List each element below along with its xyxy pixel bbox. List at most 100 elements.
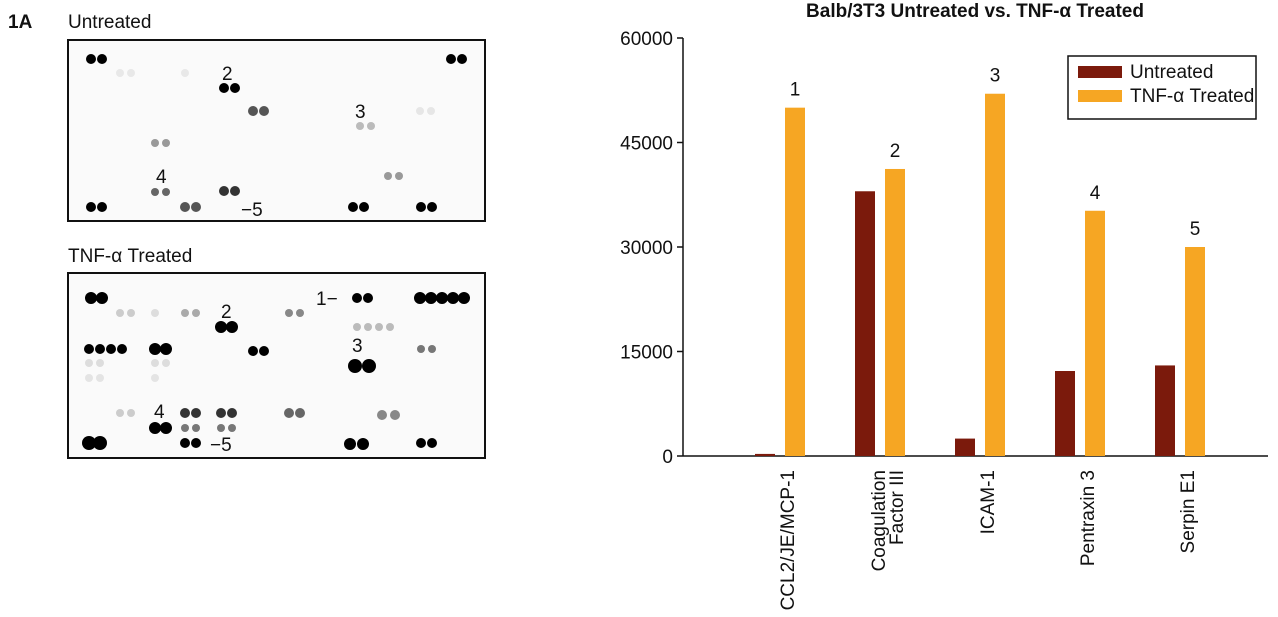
- blot-spot: [359, 202, 369, 212]
- blot-marker: 3: [352, 336, 363, 357]
- blot-spot: [116, 69, 124, 77]
- bar: [985, 94, 1005, 456]
- blot-spot: [151, 374, 159, 382]
- blot-spot: [86, 54, 96, 64]
- blot-spot: [191, 408, 201, 418]
- blot-spot: [414, 292, 426, 304]
- blot-spot: [84, 344, 94, 354]
- blot-spot: [386, 323, 394, 331]
- chart-title: Balb/3T3 Untreated vs. TNF-α Treated: [806, 1, 1144, 22]
- x-tick-label: Pentraxin 3: [1078, 470, 1099, 566]
- blot-spot: [227, 408, 237, 418]
- legend-swatch: [1078, 66, 1122, 78]
- blot-spot: [97, 54, 107, 64]
- blot-spot: [458, 292, 470, 304]
- blot-spot: [357, 438, 369, 450]
- blot-spot: [427, 107, 435, 115]
- y-tick-label: 60000: [620, 29, 673, 50]
- blot-spot: [416, 107, 424, 115]
- x-tick-label: CoagulationFactor III: [869, 470, 908, 571]
- y-tick-label: 15000: [620, 343, 673, 364]
- blot-spot: [162, 359, 170, 367]
- blot-marker: 4: [154, 402, 165, 423]
- blot-spot: [228, 424, 236, 432]
- blot-spot: [162, 188, 170, 196]
- blot-spot: [285, 309, 293, 317]
- blot-spot: [259, 346, 269, 356]
- bar: [785, 108, 805, 456]
- blot-spot: [160, 422, 172, 434]
- blot-spot: [192, 424, 200, 432]
- bar: [1185, 247, 1205, 456]
- blot-spot: [127, 409, 135, 417]
- blot-spot: [96, 374, 104, 382]
- blot-spot: [417, 345, 425, 353]
- blot-spot: [151, 188, 159, 196]
- figure-label: 1A: [8, 12, 33, 33]
- bar-annotation: 3: [990, 66, 1001, 87]
- blot-spot: [149, 422, 161, 434]
- blot-spot: [97, 202, 107, 212]
- bar: [1155, 365, 1175, 456]
- blot-spot: [436, 292, 448, 304]
- blot-spot: [127, 69, 135, 77]
- legend-label: TNF-α Treated: [1130, 86, 1254, 107]
- blot-spot: [364, 323, 372, 331]
- bar: [885, 169, 905, 456]
- blot-spot: [352, 293, 362, 303]
- blot-spot: [96, 292, 108, 304]
- blot-spot: [180, 438, 190, 448]
- bar-annotation: 2: [890, 141, 901, 162]
- y-tick-label: 30000: [620, 238, 673, 259]
- blot-spot: [248, 106, 258, 116]
- figure: 1A Untreated TNF-α Treated 2 3 4 −5 1− 2…: [0, 0, 1278, 617]
- bar: [855, 191, 875, 456]
- blot-marker: −5: [241, 200, 263, 221]
- blot-marker: 2: [222, 64, 233, 85]
- blot-spot: [348, 202, 358, 212]
- blot-spot: [446, 54, 456, 64]
- bar: [755, 454, 775, 456]
- blot-spot: [353, 323, 361, 331]
- blot-spot: [356, 122, 364, 130]
- blot-marker: 1−: [316, 289, 338, 310]
- blot-spot: [384, 172, 392, 180]
- blot-spot: [116, 309, 124, 317]
- blot-spot: [149, 343, 161, 355]
- bar-annotation: 4: [1090, 183, 1101, 204]
- bar: [1085, 211, 1105, 456]
- bar: [955, 439, 975, 456]
- bar-annotation: 5: [1190, 219, 1201, 240]
- blot-spot: [344, 438, 356, 450]
- blot-spot: [428, 345, 436, 353]
- blot-label: TNF-α Treated: [68, 246, 192, 267]
- blot-spot: [192, 309, 200, 317]
- blot-spot: [95, 344, 105, 354]
- y-tick-label: 0: [662, 447, 673, 468]
- blot-spot: [96, 359, 104, 367]
- blot-spot: [127, 309, 135, 317]
- blot-spot: [162, 139, 170, 147]
- blot-spot: [117, 344, 127, 354]
- blot-spot: [457, 54, 467, 64]
- blot-spot: [367, 122, 375, 130]
- blot-spot: [363, 293, 373, 303]
- y-tick-label: 45000: [620, 134, 673, 155]
- blot-spot: [248, 346, 258, 356]
- blot-spot: [151, 359, 159, 367]
- blot-marker: 4: [156, 167, 167, 188]
- blot-spot: [160, 343, 172, 355]
- blot-spot: [85, 359, 93, 367]
- legend-label: Untreated: [1130, 62, 1213, 83]
- blot-spot: [116, 409, 124, 417]
- blot-spot: [425, 292, 437, 304]
- blot-spot: [85, 292, 97, 304]
- blot-spot: [375, 323, 383, 331]
- blot-spot: [427, 202, 437, 212]
- blot-spot: [216, 408, 226, 418]
- blot-spot: [219, 186, 229, 196]
- x-tick-label: Serpin E1: [1178, 470, 1199, 553]
- blot-spot: [93, 436, 107, 450]
- blot-spot: [151, 139, 159, 147]
- blot-spot: [85, 374, 93, 382]
